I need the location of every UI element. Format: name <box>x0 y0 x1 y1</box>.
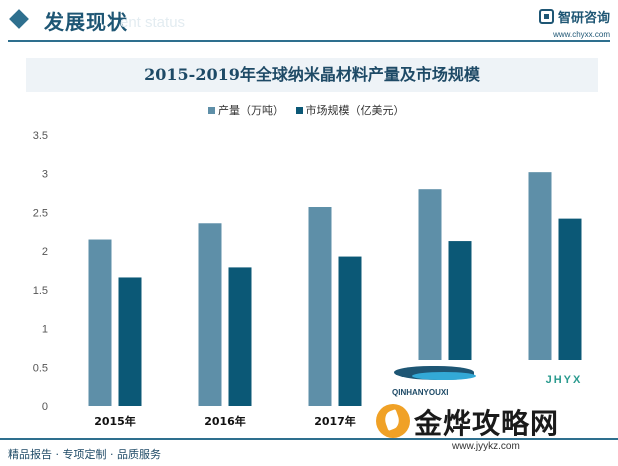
chart-title: 2015-2019年全球纳米晶材料产量及市场规模 <box>144 65 480 84</box>
y-tick-label: 2 <box>42 246 48 258</box>
legend-label-production: 产量（万吨） <box>218 104 284 117</box>
bar-production <box>198 223 222 406</box>
chart-title-band: 2015-2019年全球纳米晶材料产量及市场规模 <box>26 58 598 92</box>
bar-market <box>118 277 142 406</box>
watermark-site-url: www.jyykz.com <box>452 441 520 452</box>
y-tick-label: 2.5 <box>33 207 48 219</box>
legend-label-market: 市场规模（亿美元） <box>305 104 405 117</box>
brand-logo-icon <box>538 9 554 24</box>
jhyx-badge: JHYX <box>520 374 608 404</box>
footer-rule <box>0 438 618 440</box>
bar-market <box>558 218 582 406</box>
bar-production <box>528 172 552 406</box>
section-title: 发展现状 <box>44 10 128 34</box>
x-tick-label: 2015年 <box>94 414 136 428</box>
legend: 产量（万吨） 市场规模（亿美元） <box>208 102 413 118</box>
brand-name: 智研咨询 <box>557 11 610 26</box>
header-rule <box>8 40 610 42</box>
watermark-site-name: 金烨攻略网 <box>414 407 560 440</box>
ghost-subtitle: ent status <box>120 14 186 31</box>
jhyx-logo-icon <box>394 366 484 396</box>
brand: 智研咨询 www.chyxx.com <box>538 6 610 39</box>
y-tick-label: 3.5 <box>33 130 48 142</box>
leaf-logo-icon <box>376 404 410 438</box>
legend-item-production: 产量（万吨） <box>208 102 284 118</box>
jhyx-wing-highlight <box>412 372 476 380</box>
header: 发展现状 ent status 智研咨询 www.chyxx.com <box>0 0 618 44</box>
y-tick-label: 0.5 <box>33 362 48 374</box>
bar-production <box>418 189 442 406</box>
bar-market <box>228 267 252 406</box>
y-tick-label: 0 <box>42 401 48 413</box>
footer: 精品报告 · 专项定制 · 品质服务 <box>0 438 618 466</box>
bar-production <box>88 239 112 406</box>
y-tick-label: 1 <box>42 324 48 336</box>
legend-item-market: 市场规模（亿美元） <box>295 102 405 118</box>
y-tick-label: 3 <box>42 169 48 181</box>
footer-slogan: 精品报告 · 专项定制 · 品质服务 <box>8 448 161 461</box>
legend-swatch-production <box>208 106 215 114</box>
x-tick-label: 2016年 <box>204 414 246 428</box>
legend-swatch-market <box>295 106 303 114</box>
bar-production <box>308 207 332 406</box>
bar-market <box>338 256 362 406</box>
y-tick-label: 1.5 <box>33 285 48 297</box>
jhyx-letters: JHYX <box>545 374 583 386</box>
x-tick-label: 2017年 <box>314 414 356 428</box>
brand-url: www.chyxx.com <box>553 30 610 39</box>
jhyx-pinyin: QINHANYOUXI <box>392 388 449 397</box>
